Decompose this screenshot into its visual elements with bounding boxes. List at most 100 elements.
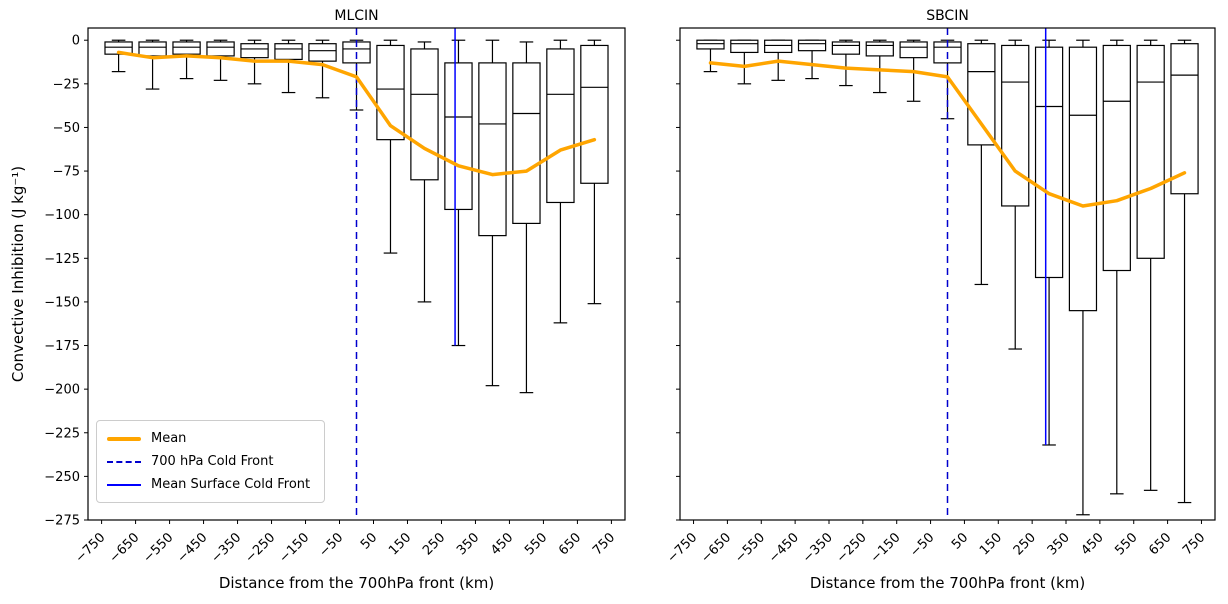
box-body bbox=[546, 48, 575, 204]
box bbox=[1001, 39, 1030, 350]
box bbox=[1102, 39, 1131, 495]
y-tick-label: 0 bbox=[72, 34, 80, 49]
y-tick-label: −275 bbox=[44, 514, 80, 529]
box bbox=[899, 39, 928, 102]
mean-line bbox=[116, 50, 597, 177]
panel-sbcin: −750−650−550−450−350−250−150 −50 50 150 250 3… bbox=[665, 27, 1216, 566]
box-body bbox=[1001, 44, 1030, 207]
box bbox=[512, 41, 541, 394]
x-tick-label: −150 bbox=[276, 530, 312, 566]
y-tick-label: −75 bbox=[53, 165, 80, 180]
box bbox=[865, 39, 894, 94]
x-axis: −750−650−550−450−350−250−150 −50 50 150 250 3… bbox=[665, 520, 1208, 566]
box bbox=[206, 39, 235, 81]
box-body bbox=[172, 41, 201, 55]
box bbox=[764, 39, 793, 81]
box-body bbox=[764, 39, 793, 54]
y-axis: 0 −25 −50 −75 −100 −125 −150 −175 −200 −225 −250 −2… bbox=[44, 34, 88, 529]
box-body bbox=[580, 44, 609, 184]
x-tick-label: −350 bbox=[209, 530, 245, 566]
box-body bbox=[1068, 46, 1098, 312]
x-tick-label: 250 bbox=[1011, 530, 1039, 558]
x-tick-label: 550 bbox=[522, 530, 550, 558]
box-body bbox=[1170, 43, 1199, 195]
x-tick-label: −750 bbox=[73, 530, 109, 566]
box bbox=[967, 39, 996, 286]
box bbox=[730, 39, 759, 85]
box-body bbox=[1136, 44, 1165, 259]
box-body bbox=[730, 39, 759, 54]
box-body bbox=[512, 62, 541, 225]
axes-frame bbox=[679, 27, 1216, 521]
box-body bbox=[797, 39, 827, 52]
box bbox=[172, 39, 201, 80]
x-axis-label-right: Distance from the 700hPa front (km) bbox=[809, 574, 1086, 592]
x-tick-label: 650 bbox=[1146, 530, 1174, 558]
x-tick-label: −750 bbox=[665, 530, 701, 566]
box-body bbox=[104, 41, 133, 55]
box-body bbox=[138, 41, 167, 57]
x-tick-label: −650 bbox=[107, 530, 143, 566]
box-body bbox=[444, 62, 473, 211]
box bbox=[410, 41, 439, 303]
legend-label: Mean bbox=[151, 431, 187, 446]
box bbox=[478, 39, 507, 387]
legend-label: 700 hPa Cold Front bbox=[151, 454, 274, 469]
x-tick-label: −50 bbox=[316, 530, 346, 560]
x-tick-label: 250 bbox=[420, 530, 448, 558]
x-tick-label: −550 bbox=[732, 530, 768, 566]
box bbox=[546, 39, 575, 324]
box bbox=[580, 39, 609, 305]
y-axis-label: Convective Inhibition (J kg⁻¹) bbox=[9, 165, 27, 383]
axes-frame bbox=[87, 27, 626, 521]
y-tick-label: −25 bbox=[53, 77, 80, 92]
legend-item-mean: Mean bbox=[105, 427, 312, 450]
x-tick-label: 50 bbox=[949, 530, 971, 552]
box-body bbox=[308, 43, 337, 62]
y-tick-label: −175 bbox=[44, 339, 80, 354]
x-tick-label: −150 bbox=[868, 530, 904, 566]
box bbox=[831, 39, 861, 87]
x-tick-label: −50 bbox=[907, 530, 937, 560]
x-tick-label: −450 bbox=[175, 530, 211, 566]
x-axis: −750−650−550−450−350−250−150 −50 50 150 250 3… bbox=[73, 520, 618, 566]
y-axis bbox=[676, 39, 680, 521]
x-tick-label: −650 bbox=[698, 530, 734, 566]
box bbox=[274, 39, 303, 94]
x-tick-label: 550 bbox=[1112, 530, 1140, 558]
box-body bbox=[206, 41, 235, 57]
x-tick-label: 50 bbox=[358, 530, 380, 552]
box-body bbox=[696, 39, 725, 50]
legend: Mean 700 hPa Cold Front Mean Surface Col… bbox=[96, 420, 326, 503]
box bbox=[696, 39, 725, 73]
x-tick-label: 450 bbox=[1079, 530, 1107, 558]
box bbox=[1068, 39, 1098, 516]
y-tick-label: −150 bbox=[44, 295, 80, 310]
box bbox=[138, 39, 167, 90]
box bbox=[376, 39, 405, 254]
x-tick-label: 350 bbox=[454, 530, 482, 558]
box-body bbox=[274, 43, 303, 61]
legend-label: Mean Surface Cold Front bbox=[151, 477, 311, 492]
x-tick-label: 150 bbox=[977, 530, 1005, 558]
box bbox=[1136, 39, 1165, 491]
x-axis-label-left: Distance from the 700hPa front (km) bbox=[218, 574, 495, 592]
x-tick-label: 750 bbox=[1180, 530, 1208, 558]
box-body bbox=[240, 43, 269, 59]
box-body bbox=[865, 41, 894, 57]
y-tick-label: −100 bbox=[44, 208, 80, 223]
dashed-line-swatch bbox=[107, 460, 141, 463]
y-tick-label: −225 bbox=[44, 426, 80, 441]
y-tick-label: −125 bbox=[44, 252, 80, 267]
box-body bbox=[478, 62, 507, 237]
mean-line bbox=[708, 59, 1187, 208]
x-tick-label: −250 bbox=[834, 530, 870, 566]
box bbox=[444, 39, 473, 347]
x-tick-label: 350 bbox=[1045, 530, 1073, 558]
mean-line-swatch bbox=[107, 436, 141, 441]
x-tick-label: −350 bbox=[800, 530, 836, 566]
x-tick-label: 650 bbox=[556, 530, 584, 558]
box bbox=[240, 39, 269, 85]
